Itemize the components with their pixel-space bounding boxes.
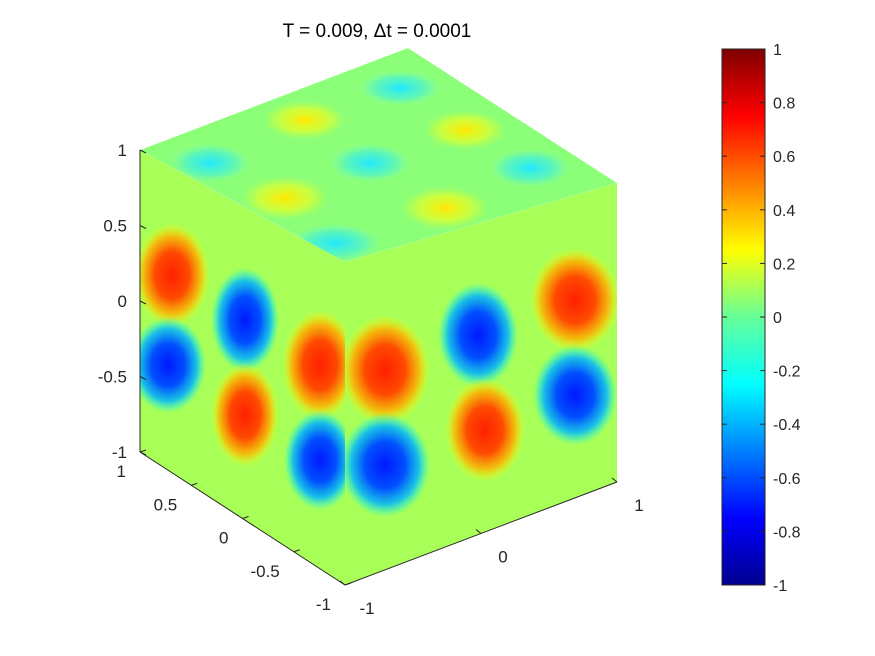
y-tick-mark	[191, 482, 198, 486]
z-tick-mark	[139, 376, 147, 380]
x-tick-label: 1	[634, 496, 643, 515]
z-tick-label: -0.5	[98, 368, 127, 387]
colorbar-tick-label: -0.8	[773, 524, 801, 541]
z-tick-mark	[139, 300, 147, 305]
cube-face-left	[140, 150, 345, 585]
y-axis-ticks: 1 0.5 0 -0.5 -1	[117, 449, 352, 614]
z-tick-mark	[139, 225, 147, 229]
z-tick-label: -1	[112, 443, 127, 462]
chart-title: T = 0.009, Δt = 0.0001	[283, 21, 472, 42]
x-axis-ticks: -1 0 1	[339, 477, 644, 618]
y-tick-label: 1	[117, 462, 126, 481]
y-tick-label: -0.5	[250, 562, 279, 581]
colorbar-tick-label: 0.8	[773, 96, 795, 113]
y-tick-mark	[242, 516, 249, 519]
colorbar-tick-label: -0.6	[773, 471, 801, 488]
y-tick-label: -1	[316, 595, 331, 614]
x-tick-mark	[475, 529, 482, 534]
z-tick-label: 0	[118, 292, 127, 311]
cube-face-right	[345, 183, 617, 585]
colorbar-tick-label: 0.2	[773, 256, 795, 273]
x-tick-label: 0	[498, 548, 507, 567]
colorbar-gradient	[721, 48, 766, 586]
colorbar-ticks: 1 0.8 0.6 0.4 0.2 0 -0.2 -0.4 -0.6 -0.8 -1	[722, 42, 801, 595]
z-axis-ticks: 1 0.5 0 -0.5 -1	[98, 141, 147, 462]
y-tick-mark	[344, 582, 352, 586]
y-tick-label: 0.5	[154, 495, 178, 514]
y-tick-mark	[293, 549, 300, 553]
colorbar-tick-label: 0.6	[773, 149, 795, 166]
z-tick-mark	[139, 451, 147, 456]
colorbar-tick-label: -0.2	[773, 364, 801, 381]
x-tick-label: -1	[359, 599, 374, 618]
colorbar-tick-label: 0	[773, 310, 782, 327]
z-tick-mark	[139, 149, 147, 154]
colorbar-tick-label: -0.4	[773, 417, 801, 434]
x-tick-mark	[611, 477, 618, 483]
y-tick-label: 0	[219, 529, 228, 548]
z-tick-label: 0.5	[103, 217, 127, 236]
z-tick-label: 1	[118, 141, 127, 160]
x-tick-mark	[339, 580, 346, 586]
colorbar-tick-label: 1	[773, 42, 782, 59]
colorbar: 1 0.8 0.6 0.4 0.2 0 -0.2 -0.4 -0.6 -0.8 -1	[721, 42, 801, 595]
cube-face-top	[140, 48, 617, 262]
colorbar-tick-label: -1	[773, 578, 787, 595]
y-tick-mark	[139, 449, 147, 453]
colorbar-tick-label: 0.4	[773, 203, 795, 220]
